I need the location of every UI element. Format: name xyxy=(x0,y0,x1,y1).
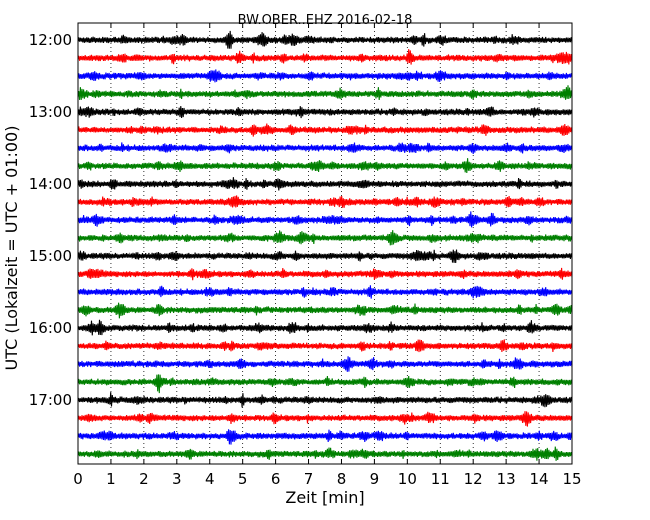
x-tick-label: 6 xyxy=(271,470,281,488)
seismic-trace xyxy=(77,339,573,353)
x-tick-label: 2 xyxy=(139,470,149,488)
seismic-trace xyxy=(77,319,573,336)
seismic-trace xyxy=(77,285,573,299)
x-tick-label: 9 xyxy=(370,470,380,488)
y-tick-label: 16:00 xyxy=(29,319,72,337)
seismic-trace xyxy=(77,49,573,65)
x-tick-label: 1 xyxy=(106,470,116,488)
y-tick-label: 14:00 xyxy=(29,175,72,193)
x-tick-label: 14 xyxy=(530,470,549,488)
seismic-trace xyxy=(77,106,573,119)
seismic-trace xyxy=(77,85,573,101)
seismic-trace xyxy=(77,158,573,174)
x-tick-label: 13 xyxy=(497,470,516,488)
ticks-layer: 0 1 2 3 4 5 6 7 8 9 10 11 12 13 14 1512:0013:0014:0015:… xyxy=(29,23,582,488)
traces-layer xyxy=(77,30,573,461)
seismic-trace xyxy=(77,302,573,319)
x-tick-label: 10 xyxy=(398,470,417,488)
x-tick-label: 15 xyxy=(562,470,581,488)
y-tick-label: 13:00 xyxy=(29,103,72,121)
x-tick-label: 0 xyxy=(73,470,83,488)
seismic-trace xyxy=(77,446,573,461)
y-tick-label: 17:00 xyxy=(29,391,72,409)
grid-layer xyxy=(110,23,540,464)
seismic-trace xyxy=(77,411,573,427)
seismic-trace xyxy=(77,429,573,445)
x-tick-label: 4 xyxy=(205,470,215,488)
seismic-trace xyxy=(77,30,573,49)
x-tick-label: 5 xyxy=(238,470,248,488)
seismic-trace xyxy=(77,123,573,137)
y-tick-label: 15:00 xyxy=(29,247,72,265)
seismic-trace xyxy=(77,249,573,264)
seismic-trace xyxy=(77,230,573,246)
seismic-trace xyxy=(77,142,573,155)
y-axis-label: UTC (Lokalzeit = UTC + 01:00) xyxy=(2,126,21,371)
seismic-trace xyxy=(77,374,573,394)
seismic-trace xyxy=(77,267,573,281)
seismic-trace xyxy=(77,211,573,228)
x-tick-label: 7 xyxy=(304,470,314,488)
seismic-trace xyxy=(77,195,573,208)
x-tick-label: 11 xyxy=(431,470,450,488)
seismic-trace xyxy=(77,177,573,191)
seismic-trace xyxy=(77,69,573,83)
plot-frame xyxy=(77,22,573,465)
x-tick-label: 12 xyxy=(464,470,483,488)
x-axis-label: Zeit [min] xyxy=(285,488,364,507)
x-tick-label: 8 xyxy=(337,470,347,488)
y-tick-label: 12:00 xyxy=(29,31,72,49)
chart-title: BW.OBER..EHZ 2016-02-18 xyxy=(238,13,413,28)
seismic-trace xyxy=(77,356,573,372)
seismic-trace xyxy=(77,392,573,408)
x-tick-label: 3 xyxy=(172,470,182,488)
